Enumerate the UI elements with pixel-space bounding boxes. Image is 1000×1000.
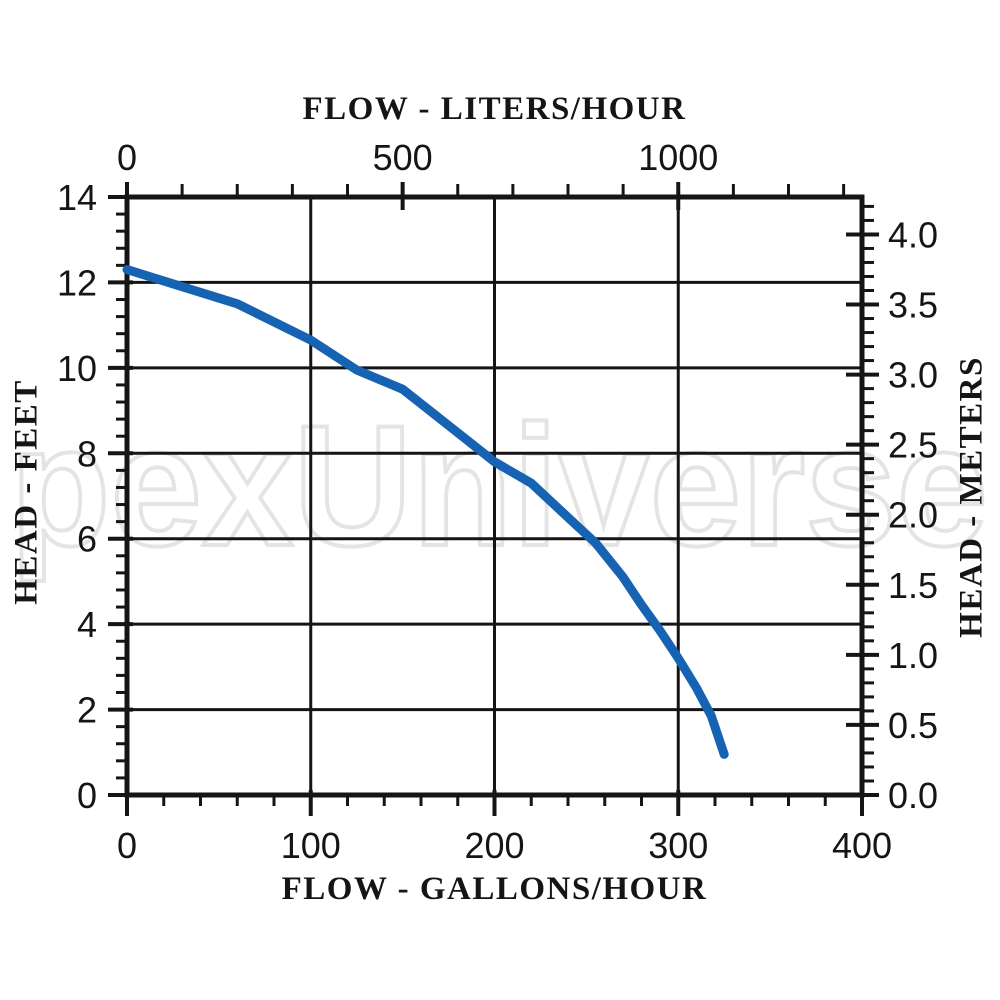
top-tick-label: 500: [373, 137, 433, 178]
left-tick-label: 4: [77, 604, 97, 645]
bottom-axis-title: FLOW - GALLONS/HOUR: [281, 871, 708, 907]
right-tick-label: 1.0: [888, 635, 938, 676]
right-tick-label: 2.5: [888, 425, 938, 466]
right-tick-label: 1.5: [888, 565, 938, 606]
top-tick-label: 0: [117, 137, 137, 178]
left-tick-label: 10: [57, 348, 97, 389]
left-axis-title: HEAD - FEET: [8, 379, 45, 605]
bottom-tick-label: 300: [648, 825, 708, 866]
bottom-tick-label: 200: [464, 825, 524, 866]
right-tick-label: 3.0: [888, 355, 938, 396]
bottom-tick-label: 400: [832, 825, 892, 866]
top-tick-label: 1000: [638, 137, 718, 178]
bottom-tick-label: 100: [281, 825, 341, 866]
right-axis-title: HEAD - METERS: [953, 356, 990, 638]
left-tick-label: 0: [77, 775, 97, 816]
right-tick-label: 4.0: [888, 214, 938, 255]
right-tick-label: 2.0: [888, 495, 938, 536]
watermark-text: pexUniverse: [10, 390, 988, 582]
left-tick-label: 8: [77, 433, 97, 474]
top-axis-title: FLOW - LITERS/HOUR: [302, 91, 687, 127]
left-tick-label: 2: [77, 690, 97, 731]
left-tick-label: 6: [77, 519, 97, 560]
right-tick-label: 3.5: [888, 285, 938, 326]
right-tick-label: 0.5: [888, 705, 938, 746]
left-tick-label: 14: [57, 177, 97, 218]
bottom-tick-label: 0: [117, 825, 137, 866]
left-tick-label: 12: [57, 262, 97, 303]
pump-curve: [122, 265, 729, 759]
right-tick-label: 0.0: [888, 775, 938, 816]
